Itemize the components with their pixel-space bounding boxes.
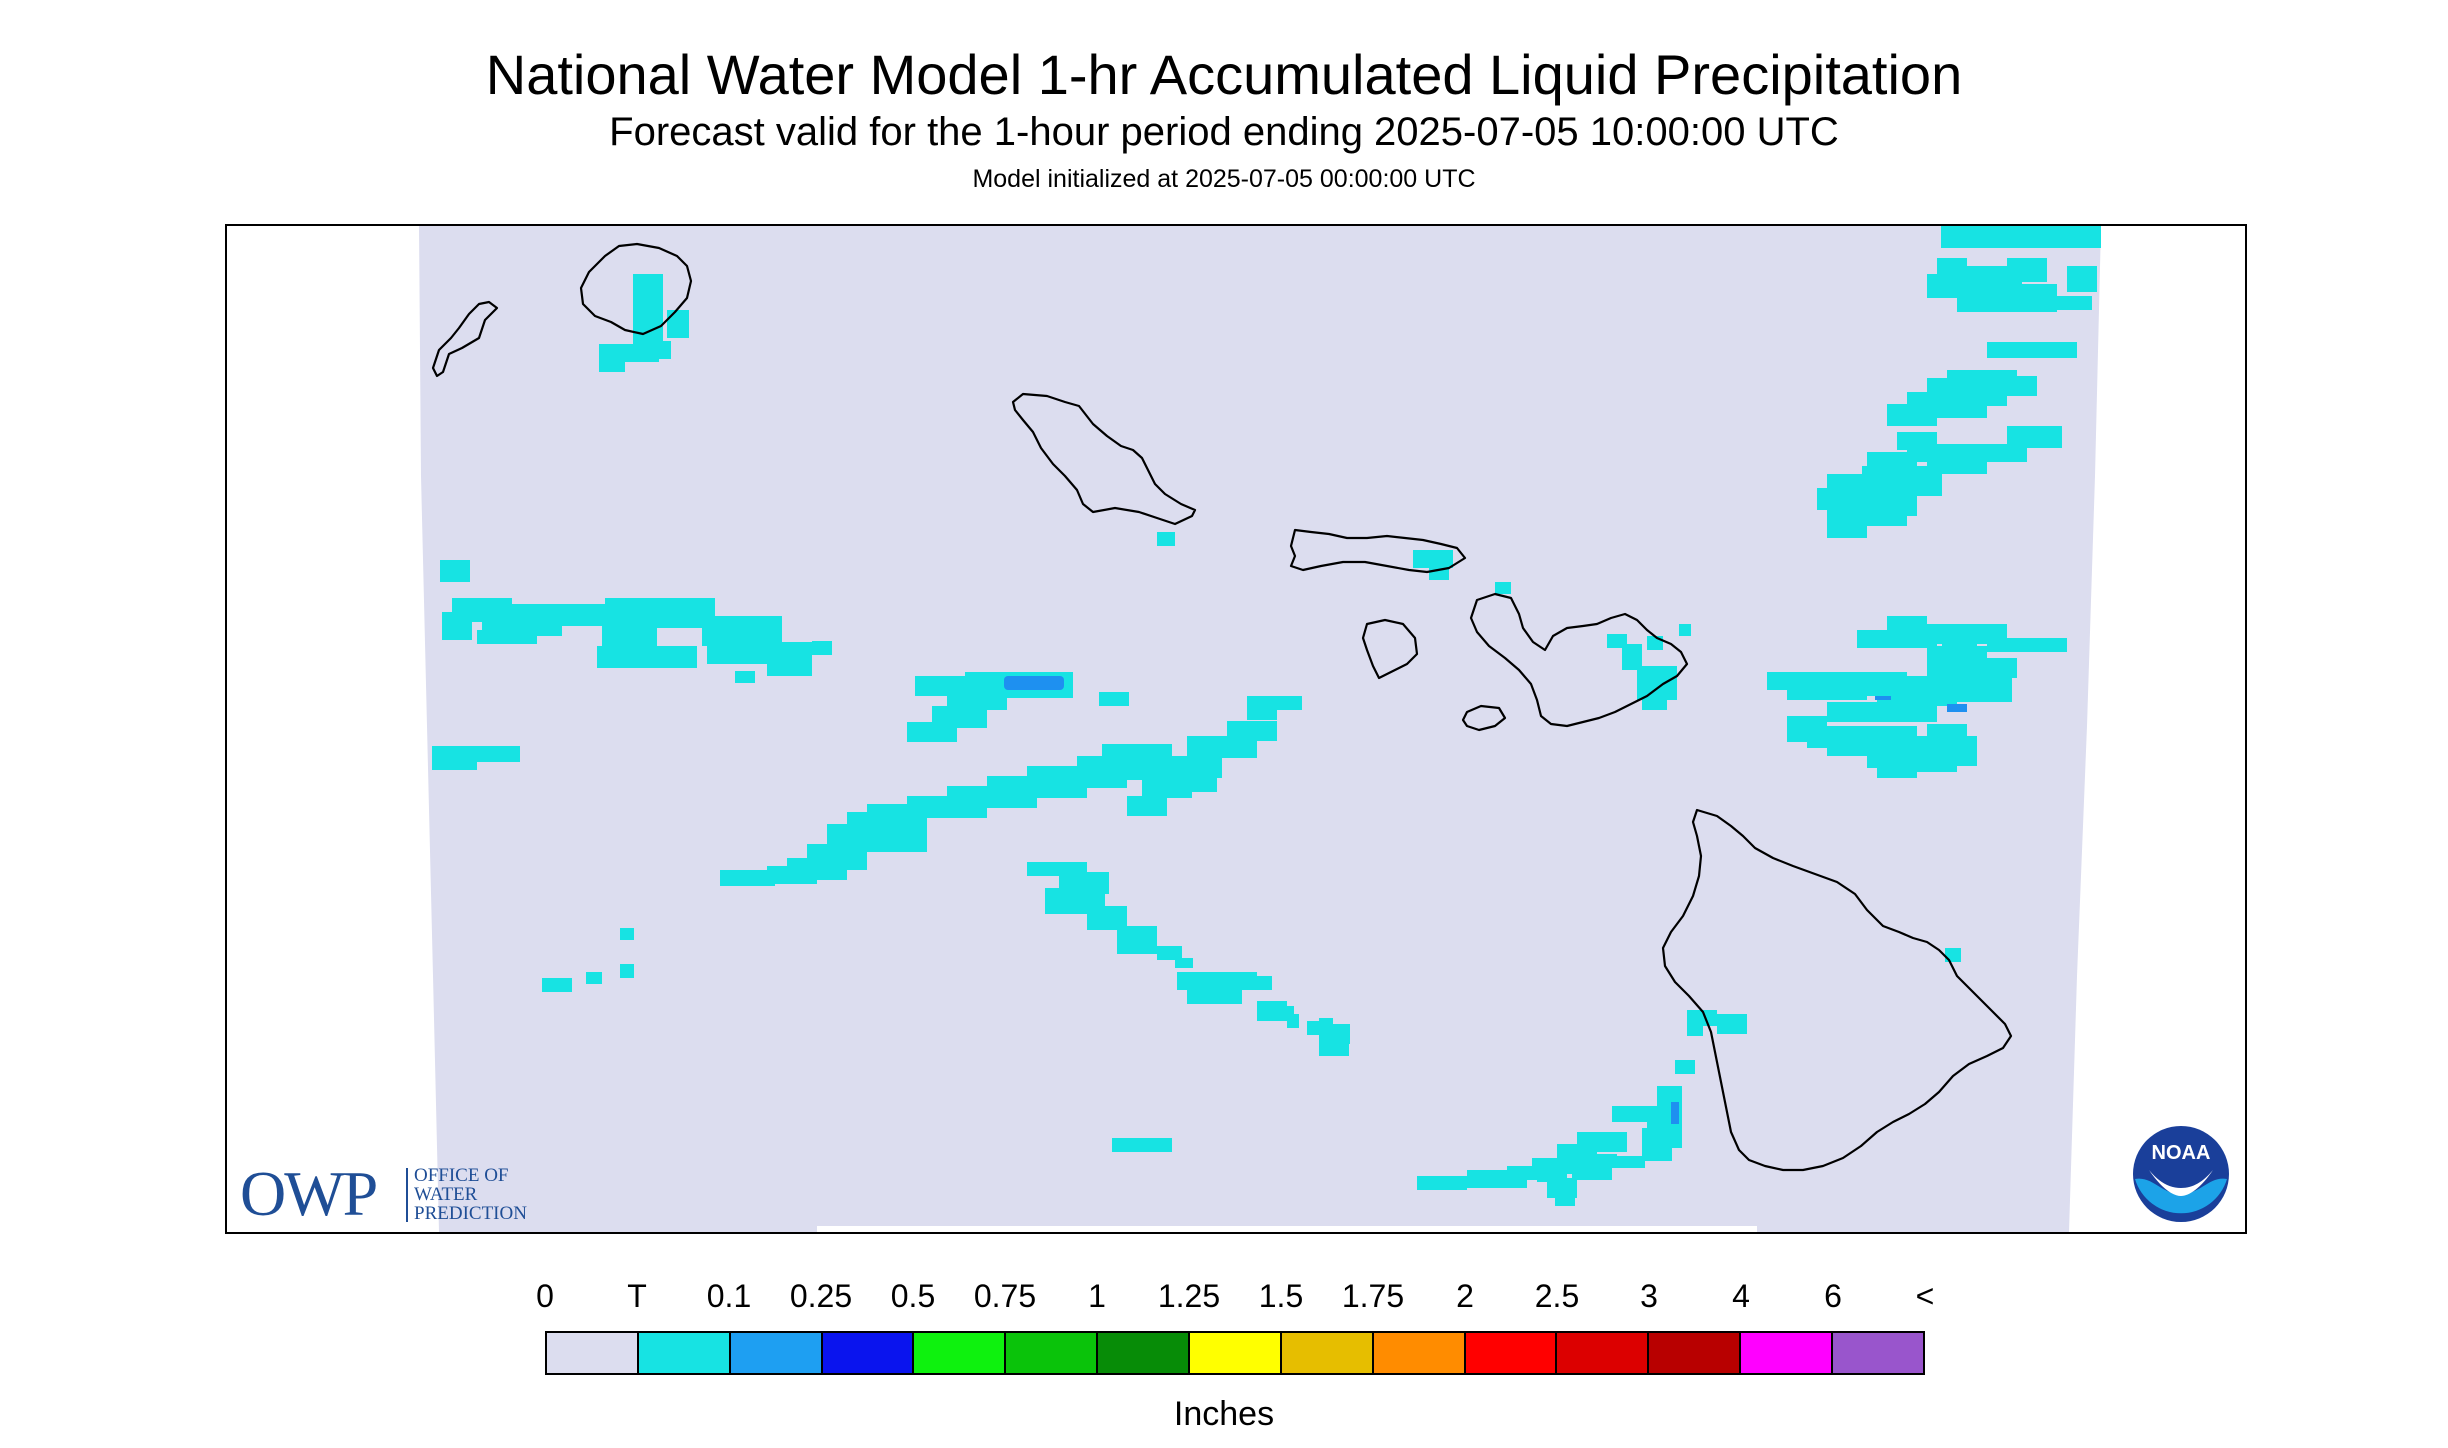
colorbar-tick-label: 1.5: [1258, 1278, 1304, 1314]
light-rain-cells: [1004, 676, 1967, 1124]
coastlines: [431, 242, 2013, 1172]
noaa-logo: NOAA: [2133, 1126, 2229, 1222]
colorbar-swatch: [1649, 1333, 1742, 1373]
precipitation-map: [225, 224, 2247, 1234]
colorbar-units: Inches: [1173, 1395, 1275, 1433]
chart-title: National Water Model 1-hr Accumulated Li…: [485, 43, 1963, 106]
colorbar-swatch: [730, 1333, 823, 1373]
colorbar-swatch: [1006, 1333, 1099, 1373]
owp-logo-line-2: WATER: [414, 1184, 478, 1205]
colorbar-tick-label: 4: [1732, 1278, 1750, 1314]
colorbar-tick-label: <: [1915, 1278, 1935, 1314]
colorbar-tick-label: 3: [1640, 1278, 1658, 1314]
colorbar-tick-label: 0: [536, 1278, 554, 1314]
owp-logo-line-1: OFFICE OF: [414, 1165, 509, 1186]
owp-logo-divider: [406, 1168, 408, 1222]
colorbar-tick-label: 6: [1824, 1278, 1842, 1314]
precipitation-cells: [432, 226, 2101, 1206]
svg-text:NOAA: NOAA: [2152, 1142, 2211, 1164]
colorbar-swatch: [1281, 1333, 1374, 1373]
colorbar-swatch: [914, 1333, 1007, 1373]
colorbar-tick-label: 1.25: [1157, 1278, 1221, 1314]
colorbar-swatch: [1190, 1333, 1282, 1373]
maui-island: [1469, 592, 1689, 728]
owp-logo-line-3: PREDICTION: [414, 1203, 527, 1224]
colorbar-tick-label: 0.5: [890, 1278, 936, 1314]
lanai-island: [1361, 618, 1419, 680]
colorbar-tick-label: 2: [1456, 1278, 1474, 1314]
colorbar-swatch: [638, 1333, 731, 1373]
map-canvas: [419, 226, 2101, 1232]
colorbar-swatch: [1098, 1333, 1191, 1373]
molokai-island: [1289, 528, 1467, 574]
colorbar-swatch: [547, 1333, 639, 1373]
chart-subtitle: Forecast valid for the 1-hour period end…: [609, 110, 1839, 154]
niihau-island: [431, 300, 499, 378]
colorbar-swatch: [822, 1333, 915, 1373]
colorbar-tick-label: 2.5: [1534, 1278, 1580, 1314]
colorbar-tick-label: 0.1: [706, 1278, 752, 1314]
colorbar-swatch: [1741, 1333, 1834, 1373]
colorbar-tick-label: 1.75: [1341, 1278, 1405, 1314]
oahu-island: [1011, 392, 1197, 526]
colorbar: [545, 1331, 1925, 1375]
colorbar-swatch: [1833, 1333, 1923, 1373]
kahoolawe-island: [1461, 704, 1507, 732]
colorbar-tick-label: 0.25: [789, 1278, 853, 1314]
colorbar-tick-label: 0.75: [973, 1278, 1037, 1314]
colorbar-swatch: [1373, 1333, 1466, 1373]
kauai-island: [579, 242, 693, 336]
colorbar-swatch: [1557, 1333, 1650, 1373]
colorbar-tick-label: T: [627, 1278, 647, 1314]
colorbar-swatch: [1465, 1333, 1558, 1373]
owp-logo-letters: OWP: [240, 1158, 378, 1229]
model-init-text: Model initialized at 2025-07-05 00:00:00…: [972, 165, 1476, 193]
colorbar-tick-label: 1: [1088, 1278, 1106, 1314]
big-island: [1661, 808, 2013, 1172]
